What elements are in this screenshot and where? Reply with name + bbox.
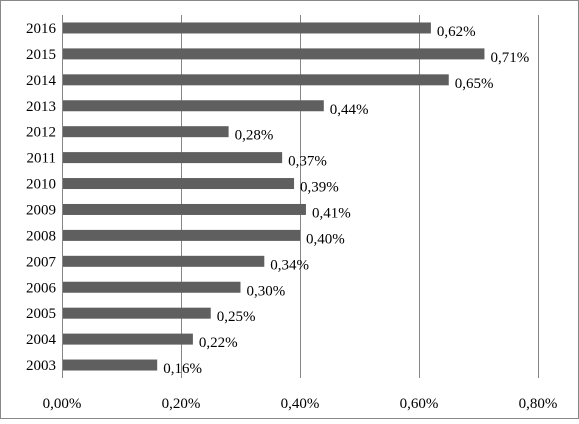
bar bbox=[63, 203, 306, 215]
data-label: 0,44% bbox=[330, 102, 369, 118]
data-label: 0,62% bbox=[437, 24, 476, 40]
category-label: 2003 bbox=[26, 358, 56, 374]
data-labels: 0,62% 0,71% 0,65% 0,44% 0,28% 0,37% 0,39% 0,41%… bbox=[163, 24, 529, 377]
data-label: 0,37% bbox=[288, 154, 327, 170]
bar bbox=[63, 126, 229, 138]
bar bbox=[63, 74, 449, 86]
category-label: 2010 bbox=[26, 177, 56, 193]
data-label: 0,22% bbox=[199, 335, 238, 351]
data-label: 0,30% bbox=[247, 283, 286, 299]
x-tick-label: 0,80% bbox=[519, 396, 558, 412]
bar bbox=[63, 48, 485, 60]
x-tick-label: 0,20% bbox=[162, 396, 201, 412]
data-label: 0,25% bbox=[217, 309, 256, 325]
bar bbox=[63, 359, 158, 371]
category-label: 2016 bbox=[26, 21, 57, 37]
category-label: 2013 bbox=[26, 99, 56, 115]
data-label: 0,41% bbox=[312, 205, 351, 221]
bar bbox=[63, 22, 431, 34]
x-tick-label: 0,00% bbox=[43, 396, 82, 412]
bar bbox=[63, 100, 324, 112]
bar bbox=[63, 178, 295, 190]
x-tick-label: 0,60% bbox=[400, 396, 439, 412]
bar bbox=[63, 333, 193, 345]
category-label: 2004 bbox=[26, 332, 57, 348]
bar bbox=[63, 229, 300, 241]
x-axis-ticks: 0,00% 0,20% 0,40% 0,60% 0,80% bbox=[43, 396, 558, 412]
category-label: 2005 bbox=[26, 306, 56, 322]
data-label: 0,16% bbox=[163, 361, 202, 377]
category-label: 2009 bbox=[26, 202, 56, 218]
x-tick-label: 0,40% bbox=[281, 396, 320, 412]
category-label: 2012 bbox=[26, 125, 56, 141]
category-label: 2007 bbox=[26, 254, 57, 270]
bar bbox=[63, 281, 241, 293]
bars bbox=[63, 22, 485, 371]
data-label: 0,28% bbox=[235, 128, 274, 144]
data-label: 0,34% bbox=[270, 257, 309, 273]
data-label: 0,71% bbox=[490, 50, 529, 66]
category-label: 2015 bbox=[26, 47, 56, 63]
category-label: 2014 bbox=[26, 73, 57, 89]
category-label: 2006 bbox=[26, 280, 57, 296]
category-label: 2008 bbox=[26, 228, 56, 244]
data-label: 0,65% bbox=[455, 76, 494, 92]
bar bbox=[63, 152, 283, 164]
bar bbox=[63, 307, 211, 319]
bar bbox=[63, 255, 265, 267]
data-label: 0,40% bbox=[306, 231, 345, 247]
data-label: 0,39% bbox=[300, 180, 339, 196]
y-axis-categories: 2016 2015 2014 2013 2012 2011 2010 2009 2008 2007… bbox=[26, 21, 57, 374]
category-label: 2011 bbox=[27, 151, 56, 167]
